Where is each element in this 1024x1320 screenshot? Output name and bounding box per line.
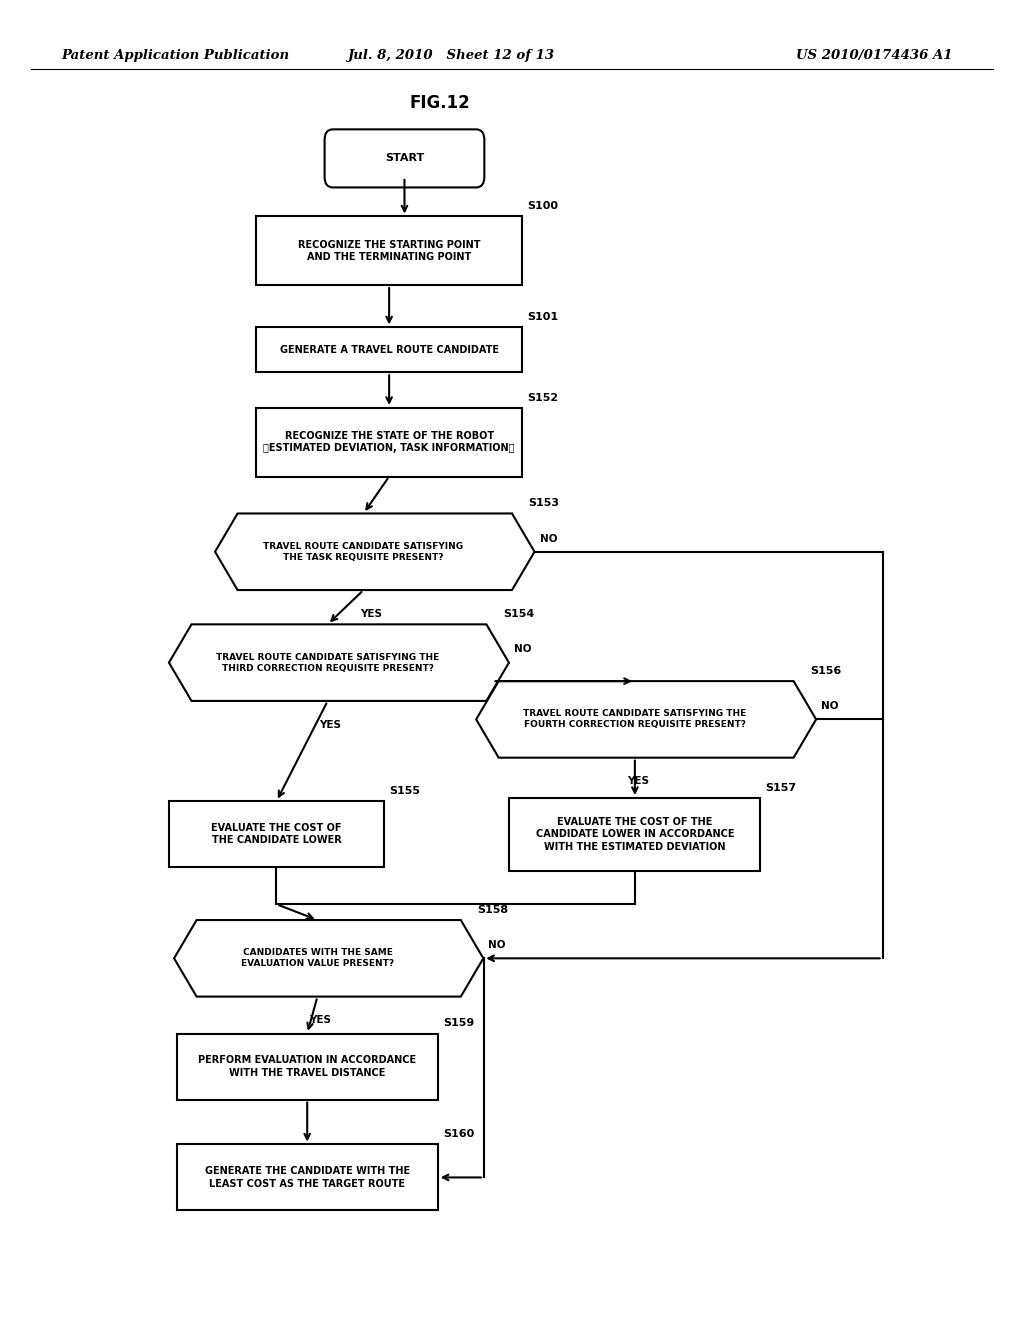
Text: S160: S160 <box>442 1129 474 1139</box>
Text: S154: S154 <box>503 609 535 619</box>
FancyBboxPatch shape <box>256 327 522 372</box>
Text: GENERATE A TRAVEL ROUTE CANDIDATE: GENERATE A TRAVEL ROUTE CANDIDATE <box>280 345 499 355</box>
FancyBboxPatch shape <box>510 797 760 871</box>
Text: S100: S100 <box>527 201 558 211</box>
Polygon shape <box>169 624 509 701</box>
Text: NO: NO <box>821 701 839 711</box>
Polygon shape <box>215 513 535 590</box>
FancyBboxPatch shape <box>256 408 522 477</box>
FancyBboxPatch shape <box>256 216 522 285</box>
Polygon shape <box>174 920 483 997</box>
FancyBboxPatch shape <box>169 801 384 867</box>
Text: NO: NO <box>540 533 557 544</box>
Text: RECOGNIZE THE STARTING POINT
AND THE TERMINATING POINT: RECOGNIZE THE STARTING POINT AND THE TER… <box>298 240 480 261</box>
Text: START: START <box>385 153 424 164</box>
Text: YES: YES <box>309 1015 331 1026</box>
FancyBboxPatch shape <box>176 1144 438 1210</box>
Text: S157: S157 <box>765 783 797 792</box>
Text: S156: S156 <box>810 665 842 676</box>
Text: US 2010/0174436 A1: US 2010/0174436 A1 <box>796 49 952 62</box>
Text: FIG.12: FIG.12 <box>410 94 471 112</box>
Text: NO: NO <box>488 940 506 950</box>
Text: YES: YES <box>360 609 382 619</box>
Text: S101: S101 <box>527 312 558 322</box>
Text: NO: NO <box>514 644 531 655</box>
Text: EVALUATE THE COST OF THE
CANDIDATE LOWER IN ACCORDANCE
WITH THE ESTIMATED DEVIAT: EVALUATE THE COST OF THE CANDIDATE LOWER… <box>536 817 734 851</box>
Text: TRAVEL ROUTE CANDIDATE SATISFYING
THE TASK REQUISITE PRESENT?: TRAVEL ROUTE CANDIDATE SATISFYING THE TA… <box>263 541 464 562</box>
Text: YES: YES <box>627 776 648 787</box>
Text: Patent Application Publication: Patent Application Publication <box>61 49 290 62</box>
Text: Jul. 8, 2010   Sheet 12 of 13: Jul. 8, 2010 Sheet 12 of 13 <box>347 49 554 62</box>
Text: S159: S159 <box>442 1018 474 1028</box>
FancyBboxPatch shape <box>176 1034 438 1100</box>
Text: CANDIDATES WITH THE SAME
EVALUATION VALUE PRESENT?: CANDIDATES WITH THE SAME EVALUATION VALU… <box>241 948 394 969</box>
Polygon shape <box>476 681 816 758</box>
Text: S152: S152 <box>527 392 558 403</box>
Text: PERFORM EVALUATION IN ACCORDANCE
WITH THE TRAVEL DISTANCE: PERFORM EVALUATION IN ACCORDANCE WITH TH… <box>198 1056 417 1077</box>
Text: TRAVEL ROUTE CANDIDATE SATISFYING THE
THIRD CORRECTION REQUISITE PRESENT?: TRAVEL ROUTE CANDIDATE SATISFYING THE TH… <box>216 652 439 673</box>
Text: S153: S153 <box>528 498 559 508</box>
Text: EVALUATE THE COST OF
THE CANDIDATE LOWER: EVALUATE THE COST OF THE CANDIDATE LOWER <box>211 824 342 845</box>
Text: GENERATE THE CANDIDATE WITH THE
LEAST COST AS THE TARGET ROUTE: GENERATE THE CANDIDATE WITH THE LEAST CO… <box>205 1167 410 1188</box>
Text: RECOGNIZE THE STATE OF THE ROBOT
〈ESTIMATED DEVIATION, TASK INFORMATION〉: RECOGNIZE THE STATE OF THE ROBOT 〈ESTIMA… <box>263 432 515 453</box>
Text: YES: YES <box>319 719 341 730</box>
Text: S155: S155 <box>389 785 420 796</box>
FancyBboxPatch shape <box>325 129 484 187</box>
Text: TRAVEL ROUTE CANDIDATE SATISFYING THE
FOURTH CORRECTION REQUISITE PRESENT?: TRAVEL ROUTE CANDIDATE SATISFYING THE FO… <box>523 709 746 730</box>
Text: S158: S158 <box>477 904 508 915</box>
